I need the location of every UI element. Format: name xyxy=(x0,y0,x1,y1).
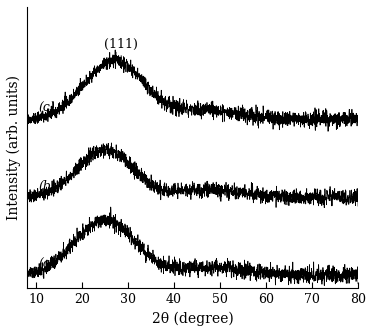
Text: (111): (111) xyxy=(104,38,138,51)
Y-axis label: Intensity (arb. units): Intensity (arb. units) xyxy=(7,75,21,220)
Text: (c): (c) xyxy=(38,102,55,115)
Text: (a): (a) xyxy=(38,258,56,271)
X-axis label: 2θ (degree): 2θ (degree) xyxy=(151,312,233,326)
Text: (b): (b) xyxy=(38,180,56,193)
